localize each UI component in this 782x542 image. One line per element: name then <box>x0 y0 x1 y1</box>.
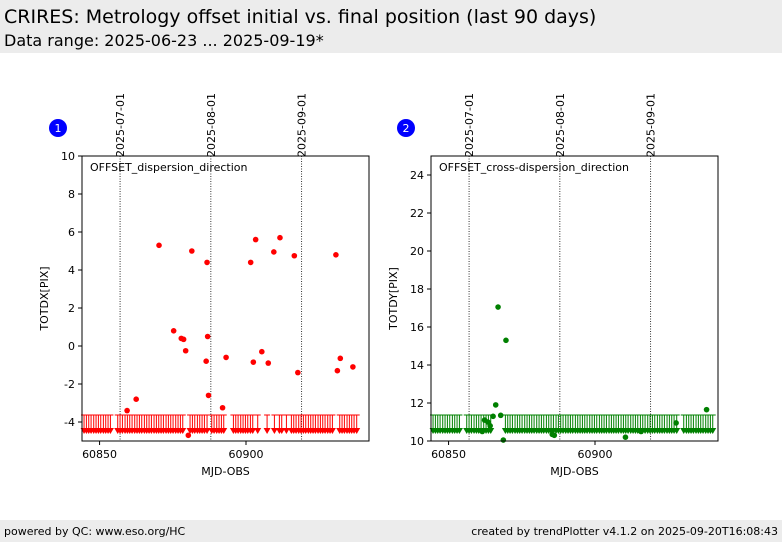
data-point <box>252 236 259 243</box>
y-tick-label: 14 <box>410 359 424 372</box>
chart-panel-2: 2025-07-01 2025-08-01 2025-09-01 60850 60900… <box>387 93 719 478</box>
limit-marker <box>106 414 114 434</box>
panel-number: 1 <box>55 122 62 135</box>
limit-marker <box>353 414 361 434</box>
chart-panel-1: 2025-07-01 2025-08-01 2025-09-01 60850 60900… <box>38 93 370 478</box>
data-point <box>219 404 226 411</box>
data-point <box>350 364 356 370</box>
x-tick-label: 60850 <box>431 448 466 461</box>
x-tick-label: 60900 <box>229 448 264 461</box>
x-tick-label: 60900 <box>578 448 613 461</box>
data-point <box>156 242 162 249</box>
data-point <box>333 252 339 258</box>
data-point <box>492 402 499 408</box>
data-point <box>265 360 272 366</box>
limit-marker <box>709 414 717 434</box>
data-point <box>334 367 341 374</box>
data-point <box>259 348 265 355</box>
data-point <box>295 369 301 376</box>
y-tick-label: -4 <box>64 416 75 429</box>
limit-marker <box>254 414 262 434</box>
data-point <box>495 304 501 310</box>
limit-marker <box>328 414 336 434</box>
axes-frame <box>430 155 719 442</box>
footer-credit: powered by QC: www.eso.org/HC <box>4 525 186 538</box>
data-point <box>189 248 195 254</box>
data-point <box>479 428 486 435</box>
data-point <box>337 355 344 362</box>
plot-annotation: OFFSET_dispersion_direction <box>90 161 248 174</box>
data-point <box>247 259 254 266</box>
data-point <box>204 259 210 266</box>
plot-annotation: OFFSET_cross-dispersion_direction <box>439 161 629 174</box>
y-tick-label: 20 <box>410 245 424 258</box>
plots-area: 2025-07-01 2025-08-01 2025-09-01 60850 60900… <box>38 93 719 478</box>
data-point <box>133 396 139 403</box>
y-tick-label: 22 <box>410 207 424 220</box>
data-point <box>182 347 189 354</box>
data-point <box>124 407 130 414</box>
page-title: CRIRES: Metrology offset initial vs. fin… <box>4 6 597 28</box>
data-point <box>271 249 277 255</box>
limit-marker <box>179 414 187 434</box>
limit-marker <box>282 414 290 434</box>
y-tick-label: 16 <box>410 321 424 334</box>
panel-number: 2 <box>403 122 410 135</box>
axes-frame <box>81 155 370 442</box>
y-tick-label: 24 <box>410 169 424 182</box>
data-point <box>185 432 192 439</box>
data-point <box>490 413 496 420</box>
y-tick-label: 18 <box>410 283 424 296</box>
data-range-subtitle: Data range: 2025-06-23 ... 2025-09-19* <box>4 31 324 50</box>
date-marker-label: 2025-07-01 <box>114 93 127 157</box>
x-tick-label: 60850 <box>82 448 117 461</box>
y-tick-label: 10 <box>61 150 75 163</box>
y-tick-label: -2 <box>64 378 75 391</box>
data-point <box>223 354 229 361</box>
report-footer: powered by QC: www.eso.org/HC created by… <box>0 520 782 542</box>
report-header: CRIRES: Metrology offset initial vs. fin… <box>0 0 782 53</box>
data-point <box>673 420 679 426</box>
data-point <box>703 406 710 413</box>
data-point <box>180 336 187 343</box>
data-point <box>203 358 209 365</box>
date-marker-label: 2025-09-01 <box>645 93 658 157</box>
data-point <box>205 392 212 399</box>
y-tick-label: 4 <box>68 264 75 277</box>
footer-generator: created by trendPlotter v4.1.2 on 2025-0… <box>471 525 778 538</box>
limit-marker <box>263 414 271 434</box>
y-tick-label: 6 <box>68 226 75 239</box>
limit-marker <box>270 414 278 434</box>
date-marker-label: 2025-09-01 <box>296 93 309 157</box>
data-point <box>277 234 283 241</box>
date-marker-label: 2025-07-01 <box>463 93 476 157</box>
x-axis-label: MJD-OBS <box>550 465 598 478</box>
y-tick-label: 8 <box>68 188 75 201</box>
data-point <box>291 252 298 259</box>
x-axis-label: MJD-OBS <box>201 465 249 478</box>
data-point <box>487 423 493 429</box>
data-point <box>500 437 507 443</box>
y-tick-label: 0 <box>68 340 75 353</box>
date-marker-label: 2025-08-01 <box>205 93 218 157</box>
panel-badge <box>49 119 67 137</box>
date-marker-label: 2025-08-01 <box>554 93 567 157</box>
data-point <box>170 328 177 334</box>
data-point <box>638 428 644 435</box>
y-axis-label: TOTDX[PIX] <box>38 266 51 331</box>
data-point <box>503 337 509 344</box>
data-point <box>204 333 211 340</box>
data-point <box>551 432 558 439</box>
data-point <box>622 434 629 441</box>
panel-badge <box>397 119 415 137</box>
data-point <box>250 359 257 365</box>
y-tick-label: 2 <box>68 302 75 315</box>
y-tick-label: 12 <box>410 397 424 410</box>
data-point <box>497 412 504 419</box>
y-axis-label: TOTDY[PIX] <box>387 267 400 331</box>
y-tick-label: 10 <box>410 435 424 448</box>
limit-marker <box>220 414 228 434</box>
limit-marker <box>455 414 463 434</box>
